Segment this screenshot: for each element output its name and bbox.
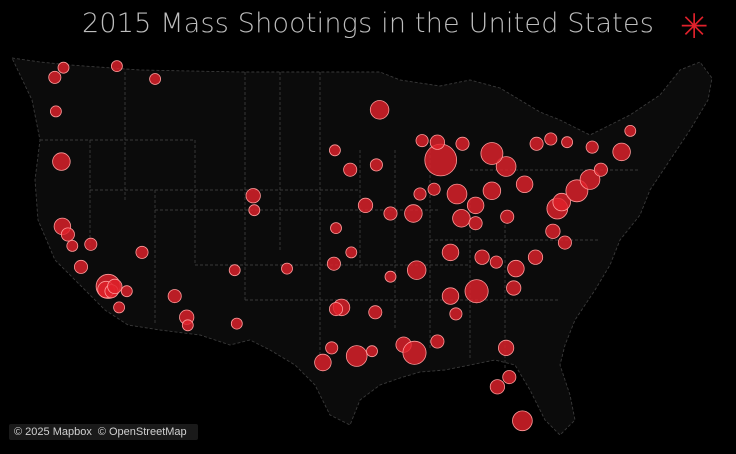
shooting-marker[interactable]: [545, 223, 561, 239]
shooting-marker[interactable]: [527, 249, 544, 265]
shooting-marker[interactable]: [579, 169, 601, 190]
shooting-marker[interactable]: [446, 183, 468, 205]
shooting-marker[interactable]: [357, 197, 374, 213]
shooting-marker[interactable]: [407, 260, 427, 280]
shooting-marker[interactable]: [383, 206, 398, 221]
shooting-marker[interactable]: [120, 285, 133, 298]
shooting-marker[interactable]: [181, 319, 194, 332]
shooting-marker[interactable]: [52, 152, 71, 171]
shooting-marker[interactable]: [552, 192, 571, 212]
shooting-marker[interactable]: [515, 175, 534, 194]
shooting-marker[interactable]: [57, 61, 70, 74]
shooting-marker[interactable]: [500, 209, 515, 224]
shooting-marker[interactable]: [480, 142, 504, 165]
shooting-marker[interactable]: [585, 140, 599, 154]
shooting-marker[interactable]: [135, 245, 149, 259]
shooting-marker[interactable]: [430, 334, 445, 349]
shooting-marker[interactable]: [384, 270, 397, 283]
shooting-marker[interactable]: [468, 216, 483, 231]
osm-attribution-link[interactable]: © OpenStreetMap: [97, 426, 187, 438]
shooting-marker[interactable]: [330, 222, 342, 235]
shooting-marker[interactable]: [561, 136, 573, 149]
shooting-marker[interactable]: [495, 156, 517, 177]
shooting-marker[interactable]: [345, 246, 358, 259]
shooting-marker[interactable]: [60, 227, 75, 242]
shooting-marker[interactable]: [489, 379, 505, 395]
shooting-marker[interactable]: [474, 249, 490, 265]
shooting-marker[interactable]: [113, 301, 125, 314]
shooting-marker[interactable]: [452, 209, 471, 228]
shooting-marker[interactable]: [167, 289, 182, 304]
shooting-markers: [48, 60, 637, 432]
shooting-marker[interactable]: [466, 196, 485, 215]
shooting-marker[interactable]: [427, 182, 441, 196]
shooting-marker[interactable]: [84, 237, 98, 251]
state-boundaries: [11, 57, 713, 436]
shooting-marker[interactable]: [48, 70, 62, 84]
shooting-marker[interactable]: [497, 339, 515, 356]
shooting-marker[interactable]: [489, 255, 503, 269]
shooting-marker[interactable]: [557, 235, 572, 250]
shooting-marker[interactable]: [429, 134, 445, 150]
shooting-marker[interactable]: [50, 105, 62, 118]
shooting-marker[interactable]: [593, 162, 608, 177]
shooting-marker[interactable]: [464, 279, 489, 304]
shooting-marker[interactable]: [314, 353, 332, 372]
shooting-marker[interactable]: [328, 144, 341, 157]
shooting-marker[interactable]: [624, 124, 637, 137]
shooting-marker[interactable]: [415, 134, 429, 148]
shooting-marker[interactable]: [66, 239, 79, 252]
shooting-marker[interactable]: [107, 278, 123, 294]
shooting-marker[interactable]: [369, 158, 383, 172]
shooting-marker[interactable]: [230, 317, 243, 330]
shooting-marker[interactable]: [74, 259, 89, 274]
shooting-marker[interactable]: [455, 136, 470, 151]
shooting-marker[interactable]: [248, 204, 261, 217]
asterisk-icon[interactable]: ✳: [680, 7, 709, 47]
shooting-marker[interactable]: [281, 262, 293, 275]
shooting-marker[interactable]: [413, 187, 427, 201]
shooting-marker[interactable]: [612, 142, 631, 162]
shooting-marker[interactable]: [544, 132, 558, 146]
shooting-marker[interactable]: [502, 370, 517, 385]
shooting-marker[interactable]: [449, 307, 463, 321]
shooting-marker[interactable]: [245, 188, 261, 204]
shooting-marker[interactable]: [326, 256, 341, 271]
shooting-marker[interactable]: [325, 341, 339, 355]
shooting-marker[interactable]: [507, 259, 525, 278]
shooting-marker[interactable]: [111, 60, 123, 72]
map-title: 2015 Mass Shootings in the United States: [81, 8, 655, 39]
shooting-marker[interactable]: [441, 287, 460, 305]
shooting-marker[interactable]: [506, 280, 522, 296]
shooting-marker[interactable]: [404, 204, 423, 223]
shooting-marker[interactable]: [368, 305, 383, 320]
shooting-marker[interactable]: [402, 340, 427, 365]
shooting-marker[interactable]: [512, 410, 533, 432]
shooting-marker[interactable]: [343, 162, 358, 177]
shooting-marker[interactable]: [529, 136, 544, 151]
shooting-marker[interactable]: [228, 264, 241, 277]
shooting-marker[interactable]: [441, 243, 460, 262]
map-attribution: © 2025 Mapbox © OpenStreetMap: [9, 424, 198, 440]
shooting-marker[interactable]: [482, 181, 502, 201]
shooting-marker[interactable]: [369, 100, 390, 120]
shooting-marker[interactable]: [345, 345, 368, 367]
shooting-marker[interactable]: [366, 345, 378, 358]
mapbox-attribution-link[interactable]: © 2025 Mapbox: [14, 426, 92, 438]
shooting-marker[interactable]: [149, 73, 162, 85]
shooting-marker[interactable]: [328, 302, 343, 317]
